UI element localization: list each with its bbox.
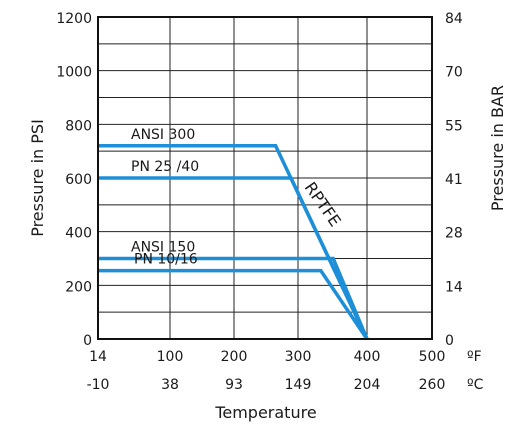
y-tick-label-bar: 28 [445, 226, 463, 242]
plot-frame [97, 16, 433, 340]
x-tick-label-c: 38 [161, 377, 179, 393]
y-tick-label-bar: 14 [445, 279, 463, 295]
series-line [98, 268, 369, 340]
y-tick-label-psi: 1000 [56, 65, 92, 81]
series-label: ANSI 300 [131, 127, 195, 143]
left-axis-title: Pressure in PSI [28, 119, 47, 237]
x-tick-label-f: 200 [221, 349, 248, 365]
y-tick-label-psi: 1200 [56, 11, 92, 27]
x-tick-label-f: 100 [157, 349, 184, 365]
series-label: PN 25 /40 [131, 159, 199, 175]
series-line [98, 256, 369, 340]
unit-fahrenheit: ºF [467, 349, 482, 365]
y-tick-label-bar: 55 [445, 118, 463, 134]
y-tick-label-bar: 41 [445, 172, 463, 188]
rptfe-curve-label: RPTFE [301, 178, 345, 230]
y-tick-label-psi: 200 [65, 279, 92, 295]
x-tick-label-f: 500 [419, 349, 446, 365]
y-tick-label-bar: 70 [445, 65, 463, 81]
x-tick-label-f: 300 [285, 349, 312, 365]
y-tick-label-psi: 600 [65, 172, 92, 188]
series-label: ANSI 150 [131, 240, 195, 256]
x-tick-label-c: -10 [87, 377, 110, 393]
x-tick-label-f: 14 [89, 349, 107, 365]
series-label: PN 10/16 [134, 252, 198, 268]
x-axis-title: Temperature [214, 403, 316, 422]
x-tick-label-c: 93 [225, 377, 243, 393]
x-tick-label-f: 400 [354, 349, 381, 365]
x-tick-label-c: 204 [354, 377, 381, 393]
y-tick-label-psi: 800 [65, 118, 92, 134]
unit-celsius: ºC [467, 377, 484, 393]
y-tick-label-psi: 0 [83, 333, 92, 349]
chart-grid [98, 17, 432, 339]
chart-series [98, 144, 369, 340]
y-tick-label-bar: 0 [445, 333, 454, 349]
series-line [98, 176, 369, 340]
right-axis-title: Pressure in BAR [488, 85, 507, 211]
y-tick-label-bar: 84 [445, 11, 463, 27]
x-tick-label-c: 260 [419, 377, 446, 393]
x-tick-label-c: 149 [285, 377, 312, 393]
y-tick-label-psi: 400 [65, 226, 92, 242]
